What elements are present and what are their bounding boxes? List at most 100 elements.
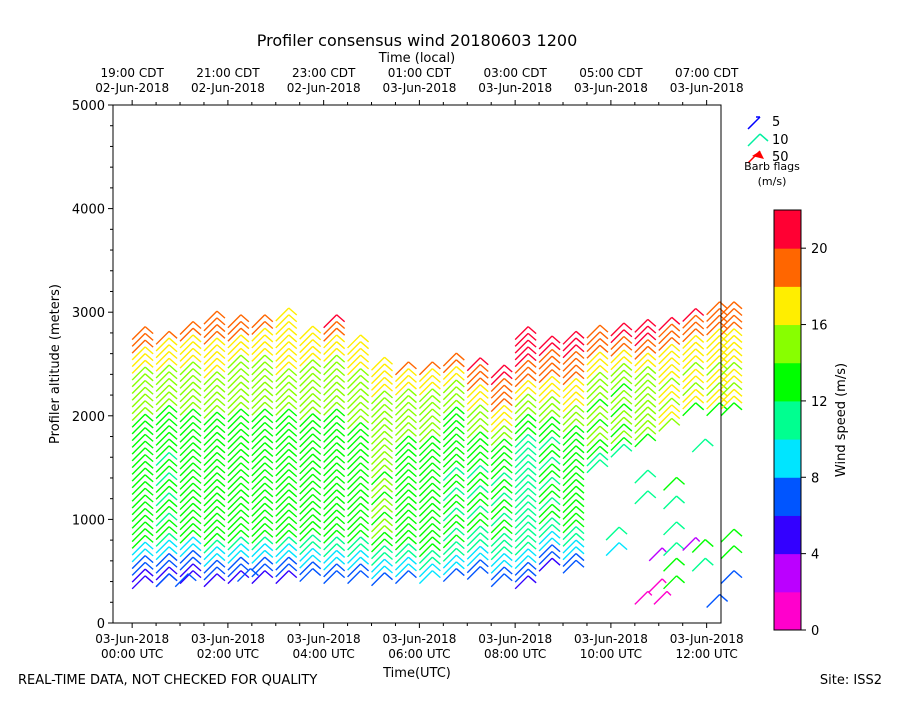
barb-feather xyxy=(431,556,441,565)
barb-shaft xyxy=(682,375,697,390)
legend-units: (m/s) xyxy=(758,175,787,188)
wind-barb xyxy=(394,455,417,470)
barb-shaft xyxy=(275,502,290,517)
wind-barb xyxy=(203,371,226,386)
wind-barb xyxy=(634,392,657,407)
barb-feather xyxy=(360,401,370,410)
barb-feather xyxy=(144,481,154,490)
barb-shaft xyxy=(227,428,242,443)
barb-shaft xyxy=(394,543,409,558)
barb-feather xyxy=(360,347,370,356)
barb-feather xyxy=(144,507,154,516)
barb-feather xyxy=(455,547,465,556)
wind-barb xyxy=(682,328,705,343)
barb-feather xyxy=(599,425,609,434)
barb-feather xyxy=(575,519,585,528)
barb-shaft xyxy=(251,469,266,484)
barb-feather xyxy=(503,526,513,535)
barb-feather xyxy=(575,350,585,360)
barb-feather xyxy=(503,485,513,494)
barb-shaft xyxy=(490,478,505,493)
barb-shaft xyxy=(323,388,338,403)
barb-feather xyxy=(192,469,202,478)
barb-feather xyxy=(336,314,346,323)
wind-barb xyxy=(299,419,322,434)
barb-shaft xyxy=(682,536,697,551)
wind-barb xyxy=(682,395,705,410)
barb-shaft xyxy=(155,499,170,514)
barb-feather xyxy=(192,347,202,356)
barb-shaft xyxy=(466,498,481,513)
barb-shaft xyxy=(610,410,625,425)
barb-feather xyxy=(288,354,298,363)
colorbar-tick-label: 12 xyxy=(811,395,828,410)
wind-barb xyxy=(442,379,465,394)
barb-feather xyxy=(336,529,346,538)
barb-shaft xyxy=(682,355,697,370)
wind-barb xyxy=(514,501,537,516)
barb-shaft xyxy=(538,355,553,370)
barb-shaft xyxy=(610,423,625,438)
barb-shaft xyxy=(299,561,314,576)
barb-feather xyxy=(336,489,346,498)
barb-shaft xyxy=(538,335,553,350)
wind-barb xyxy=(347,354,370,369)
barb-feather xyxy=(336,448,346,457)
barb-feather xyxy=(240,556,250,565)
barb-shaft xyxy=(490,485,505,500)
barb-feather xyxy=(360,381,370,390)
barb-feather xyxy=(455,493,465,503)
legend-label-10: 10 xyxy=(772,133,789,148)
barb-feather xyxy=(503,566,513,575)
barb-shaft xyxy=(720,388,735,403)
wind-barb xyxy=(227,482,250,497)
barb-feather xyxy=(695,321,705,330)
barb-feather xyxy=(527,501,537,510)
barb-feather xyxy=(312,507,322,516)
wind-barb-layer xyxy=(131,301,743,608)
wind-barb xyxy=(418,428,441,443)
barb-feather xyxy=(144,494,154,503)
wind-barb xyxy=(227,395,250,410)
wind-barb xyxy=(299,366,322,381)
barb-feather xyxy=(575,452,585,461)
wind-barb xyxy=(131,400,154,415)
wind-barb xyxy=(275,455,298,470)
barb-shaft xyxy=(562,398,577,413)
barb-feather xyxy=(360,395,370,404)
barb-shaft xyxy=(227,475,242,490)
barb-feather xyxy=(407,462,417,471)
barb-feather xyxy=(503,411,513,420)
barb-feather xyxy=(551,382,561,391)
barb-shaft xyxy=(442,359,457,374)
wind-barb xyxy=(586,378,609,393)
barb-feather xyxy=(527,326,537,335)
barb-feather xyxy=(336,361,346,370)
barb-shaft xyxy=(155,559,170,574)
barb-feather xyxy=(360,334,370,343)
barb-shaft xyxy=(203,478,218,493)
wind-barb xyxy=(418,556,441,571)
barb-shaft xyxy=(179,556,194,571)
barb-feather xyxy=(647,366,657,375)
barb-shaft xyxy=(347,395,362,410)
wind-barb xyxy=(347,489,370,504)
barb-shaft xyxy=(155,546,170,561)
barb-feather xyxy=(455,372,465,381)
wind-barb xyxy=(251,347,274,362)
barb-shaft xyxy=(490,519,505,534)
wind-barb xyxy=(466,539,489,554)
barb-feather xyxy=(192,570,202,579)
barb-shaft xyxy=(538,544,553,559)
barb-feather xyxy=(240,408,250,417)
wind-barb xyxy=(663,557,686,572)
barb-shaft xyxy=(275,320,290,335)
barb-feather xyxy=(144,501,154,510)
wind-barb xyxy=(371,572,393,587)
barb-feather xyxy=(455,440,465,449)
barb-feather xyxy=(671,343,681,352)
barb-feather xyxy=(288,320,298,330)
wind-barb xyxy=(371,376,393,391)
barb-shaft xyxy=(347,549,362,564)
